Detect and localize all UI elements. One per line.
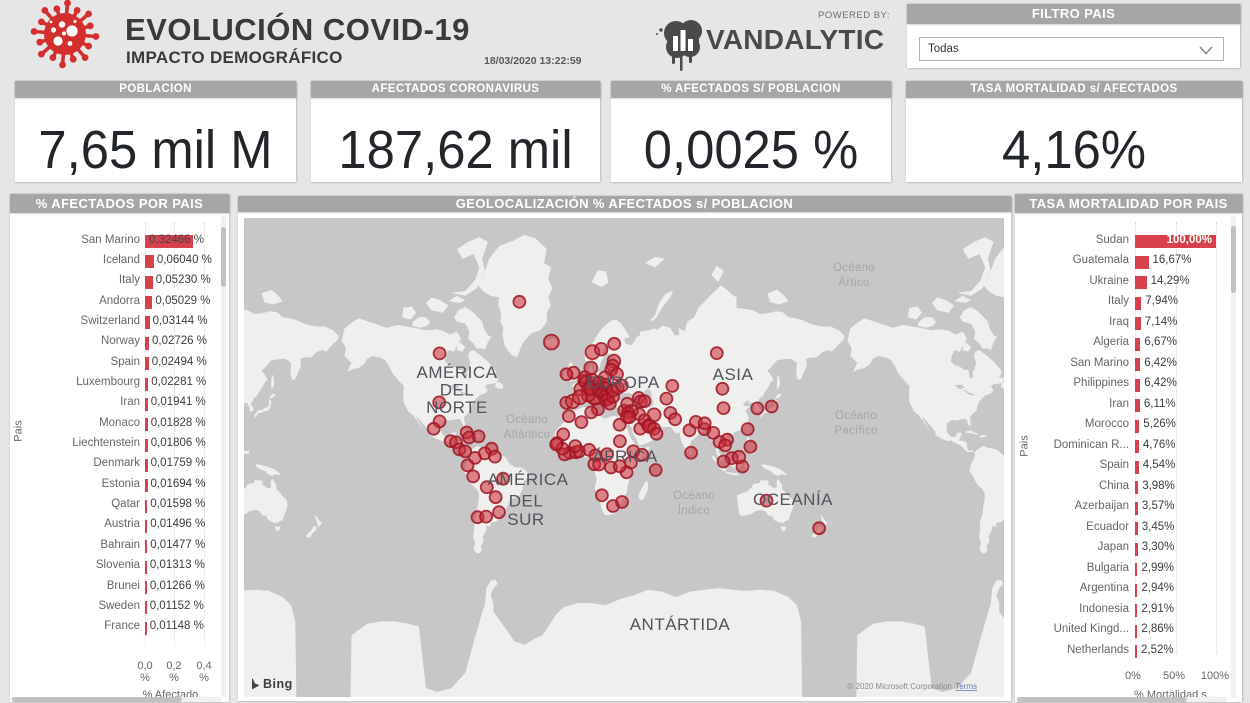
svg-text:Pacífico: Pacífico (834, 425, 877, 437)
svg-text:Océano: Océano (506, 414, 548, 426)
svg-text:DEL: DEL (509, 492, 544, 511)
svg-text:© 2020 Microsoft Corporation: © 2020 Microsoft Corporation (847, 682, 952, 691)
svg-text:OCEANÍA: OCEANÍA (753, 490, 833, 509)
svg-text:SUR: SUR (507, 510, 544, 529)
svg-text:ANTÁRTIDA: ANTÁRTIDA (630, 615, 731, 634)
svg-text:AMÉRICA: AMÉRICA (488, 470, 569, 489)
svg-text:ÁFRICA: ÁFRICA (592, 447, 658, 466)
svg-text:Ártico: Ártico (838, 276, 869, 289)
svg-text:EUROPA: EUROPA (586, 373, 660, 392)
svg-text:ASIA: ASIA (713, 365, 754, 384)
svg-text:DEL: DEL (440, 381, 475, 400)
svg-text:AMÉRICA: AMÉRICA (417, 363, 498, 382)
svg-text:Océano: Océano (673, 490, 715, 502)
svg-text:NORTE: NORTE (426, 398, 488, 417)
svg-text:Índico: Índico (678, 504, 711, 517)
svg-text:VANDALYTIC: VANDALYTIC (706, 24, 884, 55)
svg-text:Terms: Terms (955, 682, 977, 691)
svg-text:Atlántico: Atlántico (504, 429, 551, 441)
svg-text:Bing: Bing (263, 677, 293, 691)
svg-text:Océano: Océano (833, 262, 875, 274)
svg-text:Océano: Océano (835, 410, 877, 422)
